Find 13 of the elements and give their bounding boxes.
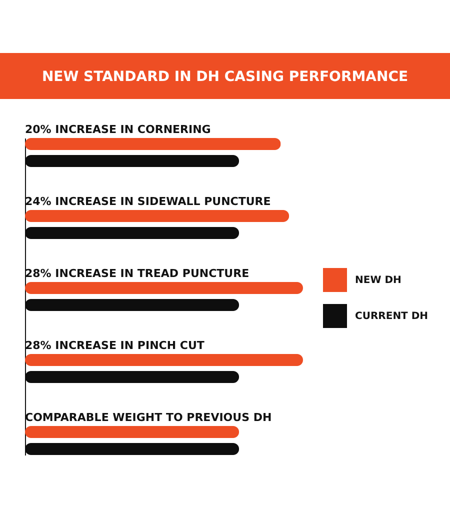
chart-title: NEW STANDARD IN DH CASING PERFORMANCE [42, 69, 408, 85]
bar [25, 138, 281, 150]
legend-label: CURRENT DH [355, 311, 428, 322]
bar [25, 210, 290, 222]
bar [25, 426, 240, 438]
y-tick-label: COMPARABLE WEIGHT TO PREVIOUS DH [25, 411, 272, 424]
y-tick-label: 28% INCREASE IN TREAD PUNCTURE [25, 267, 250, 280]
bar [25, 354, 303, 366]
y-tick-label: 20% INCREASE IN CORNERING [25, 123, 211, 136]
legend-label: NEW DH [355, 275, 402, 286]
y-tick-label: 24% INCREASE IN SIDEWALL PUNCTURE [25, 195, 271, 208]
bar [25, 282, 303, 294]
y-tick-label: 28% INCREASE IN PINCH CUT [25, 339, 205, 352]
